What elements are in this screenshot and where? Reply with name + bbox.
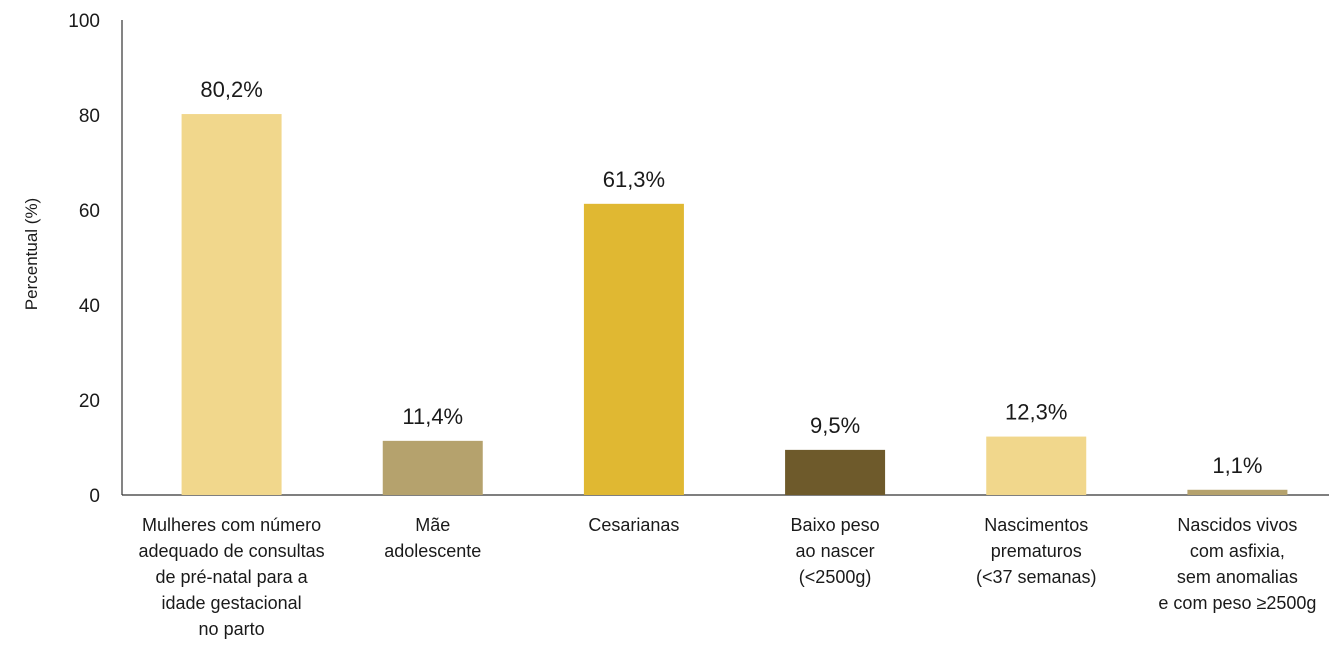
bar <box>181 114 282 496</box>
x-tick-label: Baixo peso ao nascer (<2500g) <box>791 515 880 587</box>
bar <box>1187 489 1288 495</box>
x-tick-label: Nascimentos prematuros (<37 semanas) <box>976 515 1097 587</box>
bar <box>785 449 886 495</box>
y-tick-label: 60 <box>79 201 100 222</box>
bars <box>181 114 1288 496</box>
x-tick-label-line: prematuros <box>991 541 1082 561</box>
x-tick-label: Cesarianas <box>588 515 679 535</box>
x-tick-label-line: (<2500g) <box>799 567 872 587</box>
y-tick-label: 100 <box>68 11 100 32</box>
y-tick-label: 20 <box>79 391 100 412</box>
data-label: 1,1% <box>1212 453 1262 478</box>
x-tick-label-line: idade gestacional <box>162 593 302 613</box>
x-tick-label-line: adolescente <box>384 541 481 561</box>
x-tick-label-line: adequado de consultas <box>139 541 325 561</box>
x-tick-label-line: Nascimentos <box>984 515 1088 535</box>
x-tick-label-line: Mãe <box>415 515 450 535</box>
data-label: 61,3% <box>603 167 665 192</box>
bar <box>382 440 483 495</box>
x-tick-label: Mãe adolescente <box>384 515 481 561</box>
y-axis-title: Percentual (%) <box>22 198 41 310</box>
x-tick-label-line: de pré-natal para a <box>156 567 309 587</box>
bar <box>583 203 684 495</box>
value-labels: 80,2% 11,4% 61,3% 9,5% 12,3% 1,1% <box>200 77 1262 478</box>
data-label: 9,5% <box>810 413 860 438</box>
x-tick-label-line: e com peso ≥2500g <box>1158 593 1316 613</box>
y-axis: 0 20 40 60 80 100 <box>68 11 123 507</box>
x-tick-label-line: no parto <box>199 619 265 639</box>
x-tick-label: Nascidos vivos com asfixia, sem anomalias e… <box>1158 515 1316 613</box>
x-tick-label-line: com asfixia, <box>1190 541 1285 561</box>
x-tick-label: Mulheres com número adequado de consultas… <box>139 515 325 639</box>
x-tick-label-line: Cesarianas <box>588 515 679 535</box>
x-tick-label-line: (<37 semanas) <box>976 567 1097 587</box>
x-tick-label-line: ao nascer <box>796 541 875 561</box>
x-tick-label-line: Nascidos vivos <box>1177 515 1297 535</box>
bar <box>986 436 1087 495</box>
data-label: 11,4% <box>402 404 463 429</box>
data-label: 80,2% <box>200 77 262 102</box>
x-tick-label-line: Mulheres com número <box>142 515 321 535</box>
data-label: 12,3% <box>1005 400 1067 425</box>
category-labels: Mulheres com número adequado de consultas… <box>139 515 1317 639</box>
x-tick-label-line: sem anomalias <box>1177 567 1298 587</box>
x-tick-label-line: Baixo peso <box>791 515 880 535</box>
y-tick-label: 0 <box>89 486 100 507</box>
y-tick-label: 80 <box>79 106 100 127</box>
y-tick-label: 40 <box>79 296 100 317</box>
